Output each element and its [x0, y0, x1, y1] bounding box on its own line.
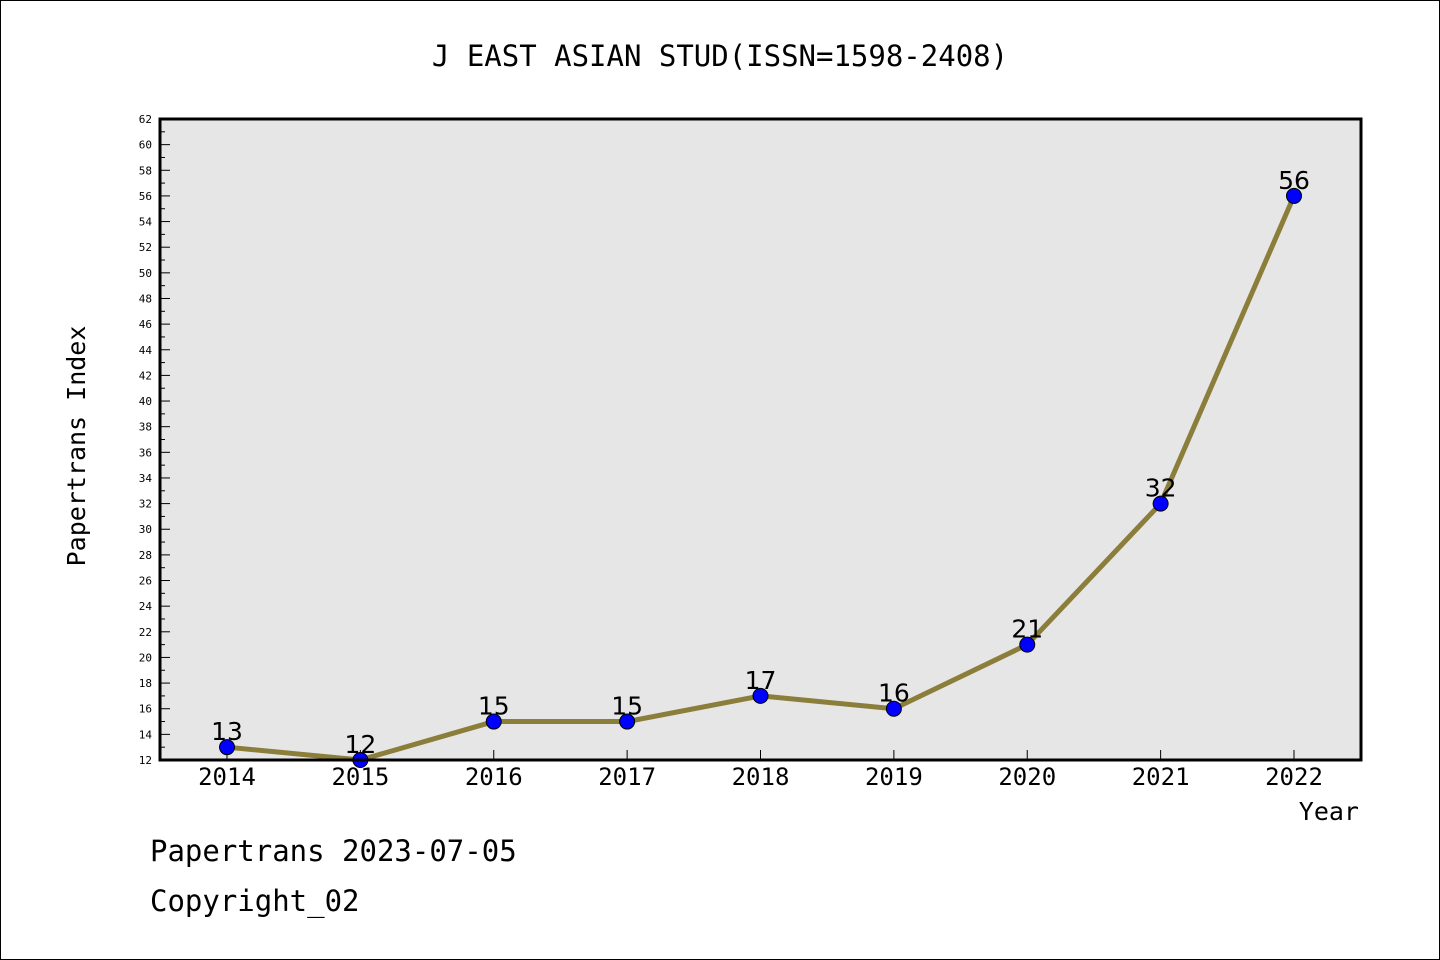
- x-tick-label: 2014: [198, 763, 256, 791]
- y-axis: 12 14 16 18 20 22 24 26 28 30 32 34 36 38 40 42 44 46 48 50…: [139, 113, 170, 767]
- y-tick-label: 14: [139, 728, 153, 741]
- y-tick-label: 56: [139, 190, 152, 203]
- y-tick-label: 58: [139, 164, 152, 177]
- y-tick-label: 12: [139, 754, 152, 767]
- y-tick-label: 20: [139, 651, 152, 664]
- footer-date: Papertrans 2023-07-05: [150, 834, 517, 868]
- data-point: [619, 713, 636, 730]
- y-tick-label: 22: [139, 626, 152, 639]
- x-tick-label: 2022: [1265, 763, 1323, 791]
- data-label: 15: [478, 692, 510, 721]
- data-label: 16: [878, 679, 910, 708]
- y-tick-label: 28: [139, 549, 152, 562]
- y-tick-label: 52: [139, 241, 152, 254]
- data-point: [1152, 495, 1169, 512]
- data-label: 12: [344, 730, 376, 759]
- footer-copyright: Copyright_02: [150, 884, 360, 918]
- y-tick-label: 30: [139, 523, 152, 536]
- y-tick-label: 38: [139, 421, 152, 434]
- y-tick-label: 62: [139, 113, 152, 126]
- plot-area: [160, 119, 1361, 760]
- series-layer: 13 12 15 15 17 16 21 32 56: [211, 166, 1310, 768]
- y-tick-label: 24: [139, 600, 153, 613]
- x-axis: 2014 2015 2016 2017 2018 2019 2020 2021 2022: [198, 750, 1323, 791]
- x-tick-label: 2018: [732, 763, 790, 791]
- plot-border: [158, 117, 1363, 762]
- y-axis-label: Papertrans Index: [62, 326, 91, 567]
- y-tick-label: 34: [139, 472, 153, 485]
- x-tick-label: 2020: [998, 763, 1056, 791]
- y-tick-label: 40: [139, 395, 152, 408]
- x-tick-label: 2016: [465, 763, 523, 791]
- data-point: [1286, 187, 1302, 204]
- data-point: [219, 739, 235, 756]
- data-point: [885, 700, 902, 717]
- data-point: [752, 687, 769, 704]
- y-tick-label: 54: [139, 216, 153, 229]
- y-tick-label: 60: [139, 139, 152, 152]
- y-tick-label: 42: [139, 369, 152, 382]
- y-tick-label: 32: [139, 498, 152, 511]
- data-label: 13: [211, 717, 243, 746]
- y-tick-label: 18: [139, 677, 152, 690]
- x-axis-label: Year: [1299, 797, 1359, 826]
- data-label: 15: [611, 692, 643, 721]
- chart-title: J EAST ASIAN STUD(ISSN=1598-2408): [432, 39, 1008, 73]
- data-label: 21: [1011, 615, 1043, 644]
- data-label: 56: [1278, 166, 1310, 195]
- y-tick-label: 16: [139, 703, 152, 716]
- y-tick-label: 44: [139, 344, 153, 357]
- y-tick-label: 46: [139, 318, 152, 331]
- data-point: [485, 713, 502, 730]
- x-tick-label: 2019: [865, 763, 923, 791]
- data-label: 32: [1145, 474, 1177, 503]
- x-tick-label: 2017: [598, 763, 656, 791]
- x-tick-label: 2021: [1132, 763, 1190, 791]
- y-tick-label: 36: [139, 446, 152, 459]
- y-tick-label: 26: [139, 575, 152, 588]
- y-tick-label: 50: [139, 267, 152, 280]
- y-tick-label: 48: [139, 292, 152, 305]
- data-point: [1019, 636, 1036, 653]
- data-label: 17: [745, 666, 777, 695]
